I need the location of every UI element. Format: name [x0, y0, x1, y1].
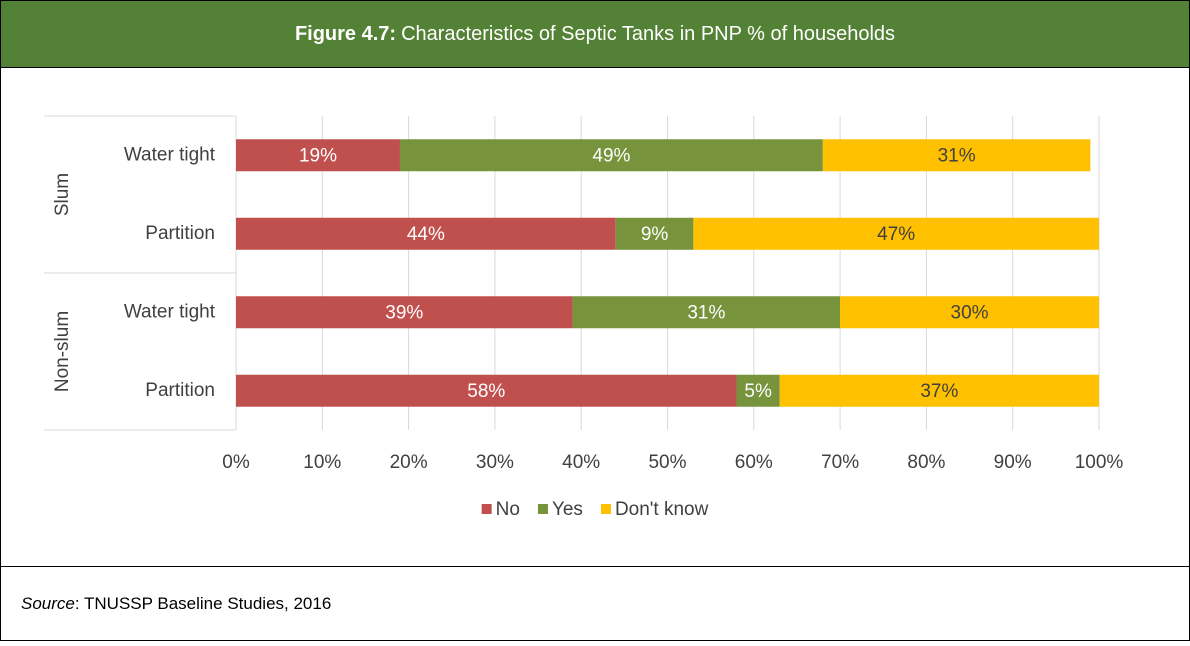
- y-tick-label: Water tight: [124, 301, 216, 322]
- header: [0, 0, 1190, 68]
- bar-segment: [236, 296, 573, 329]
- legend-label: Yes: [552, 499, 583, 520]
- source: Source: TNUSSP Baseline Studies, 2016: [21, 594, 331, 613]
- data-label: 30%: [951, 302, 989, 323]
- x-tick-label: 10%: [303, 452, 341, 473]
- title-label: Figure 4.7:: [295, 23, 396, 45]
- x-tick-label: 60%: [735, 452, 773, 473]
- y-tick-label: Partition: [145, 223, 215, 244]
- x-tick-label: 70%: [821, 452, 859, 473]
- x-tick-label: 30%: [476, 452, 514, 473]
- y-tick-label: Partition: [145, 380, 215, 401]
- title-text: Characteristics of Septic Tanks in PNP %…: [401, 23, 895, 45]
- x-tick-label: 50%: [648, 452, 686, 473]
- legend-label: Don't know: [615, 499, 709, 520]
- legend-swatch: [481, 504, 492, 514]
- data-label: 44%: [407, 224, 445, 245]
- x-tick-label: 20%: [390, 452, 428, 473]
- data-label: 58%: [467, 381, 505, 402]
- bar-segment: [779, 374, 1099, 407]
- bar-segment: [236, 217, 616, 250]
- x-tick-label: 100%: [1075, 452, 1124, 473]
- source-label: Source: [21, 594, 75, 613]
- data-label: 47%: [877, 224, 915, 245]
- bar-segment: [236, 374, 737, 407]
- y-tick-label: Water tight: [124, 144, 216, 165]
- data-label: 31%: [687, 302, 725, 323]
- bar-segment: [615, 217, 694, 250]
- data-label: 49%: [592, 145, 630, 166]
- legend-swatch: [537, 504, 548, 514]
- bar-segment: [572, 296, 841, 329]
- bar-segment: [736, 374, 780, 407]
- legend-swatch: [600, 504, 611, 514]
- data-label: 37%: [920, 381, 958, 402]
- x-tick-label: 90%: [994, 452, 1032, 473]
- group-label: Slum: [52, 173, 73, 216]
- x-tick-label: 0%: [222, 452, 250, 473]
- x-tick-label: 80%: [907, 452, 945, 473]
- bar-segment: [840, 296, 1099, 329]
- group-label: Non-slum: [52, 311, 73, 392]
- bar-segment: [399, 139, 823, 172]
- bar-segment: [236, 139, 400, 172]
- source-text: : TNUSSP Baseline Studies, 2016: [75, 594, 331, 613]
- bar-segment: [693, 217, 1099, 250]
- data-label: 9%: [641, 224, 669, 245]
- x-tick-label: 40%: [562, 452, 600, 473]
- chart-title: Figure 4.7: Characteristics of Septic Tan…: [295, 23, 895, 45]
- legend-label: No: [496, 499, 520, 520]
- data-label: 31%: [938, 145, 976, 166]
- data-label: 19%: [299, 145, 337, 166]
- data-label: 39%: [385, 302, 423, 323]
- data-label: 5%: [744, 381, 772, 402]
- bar-segment: [822, 139, 1091, 172]
